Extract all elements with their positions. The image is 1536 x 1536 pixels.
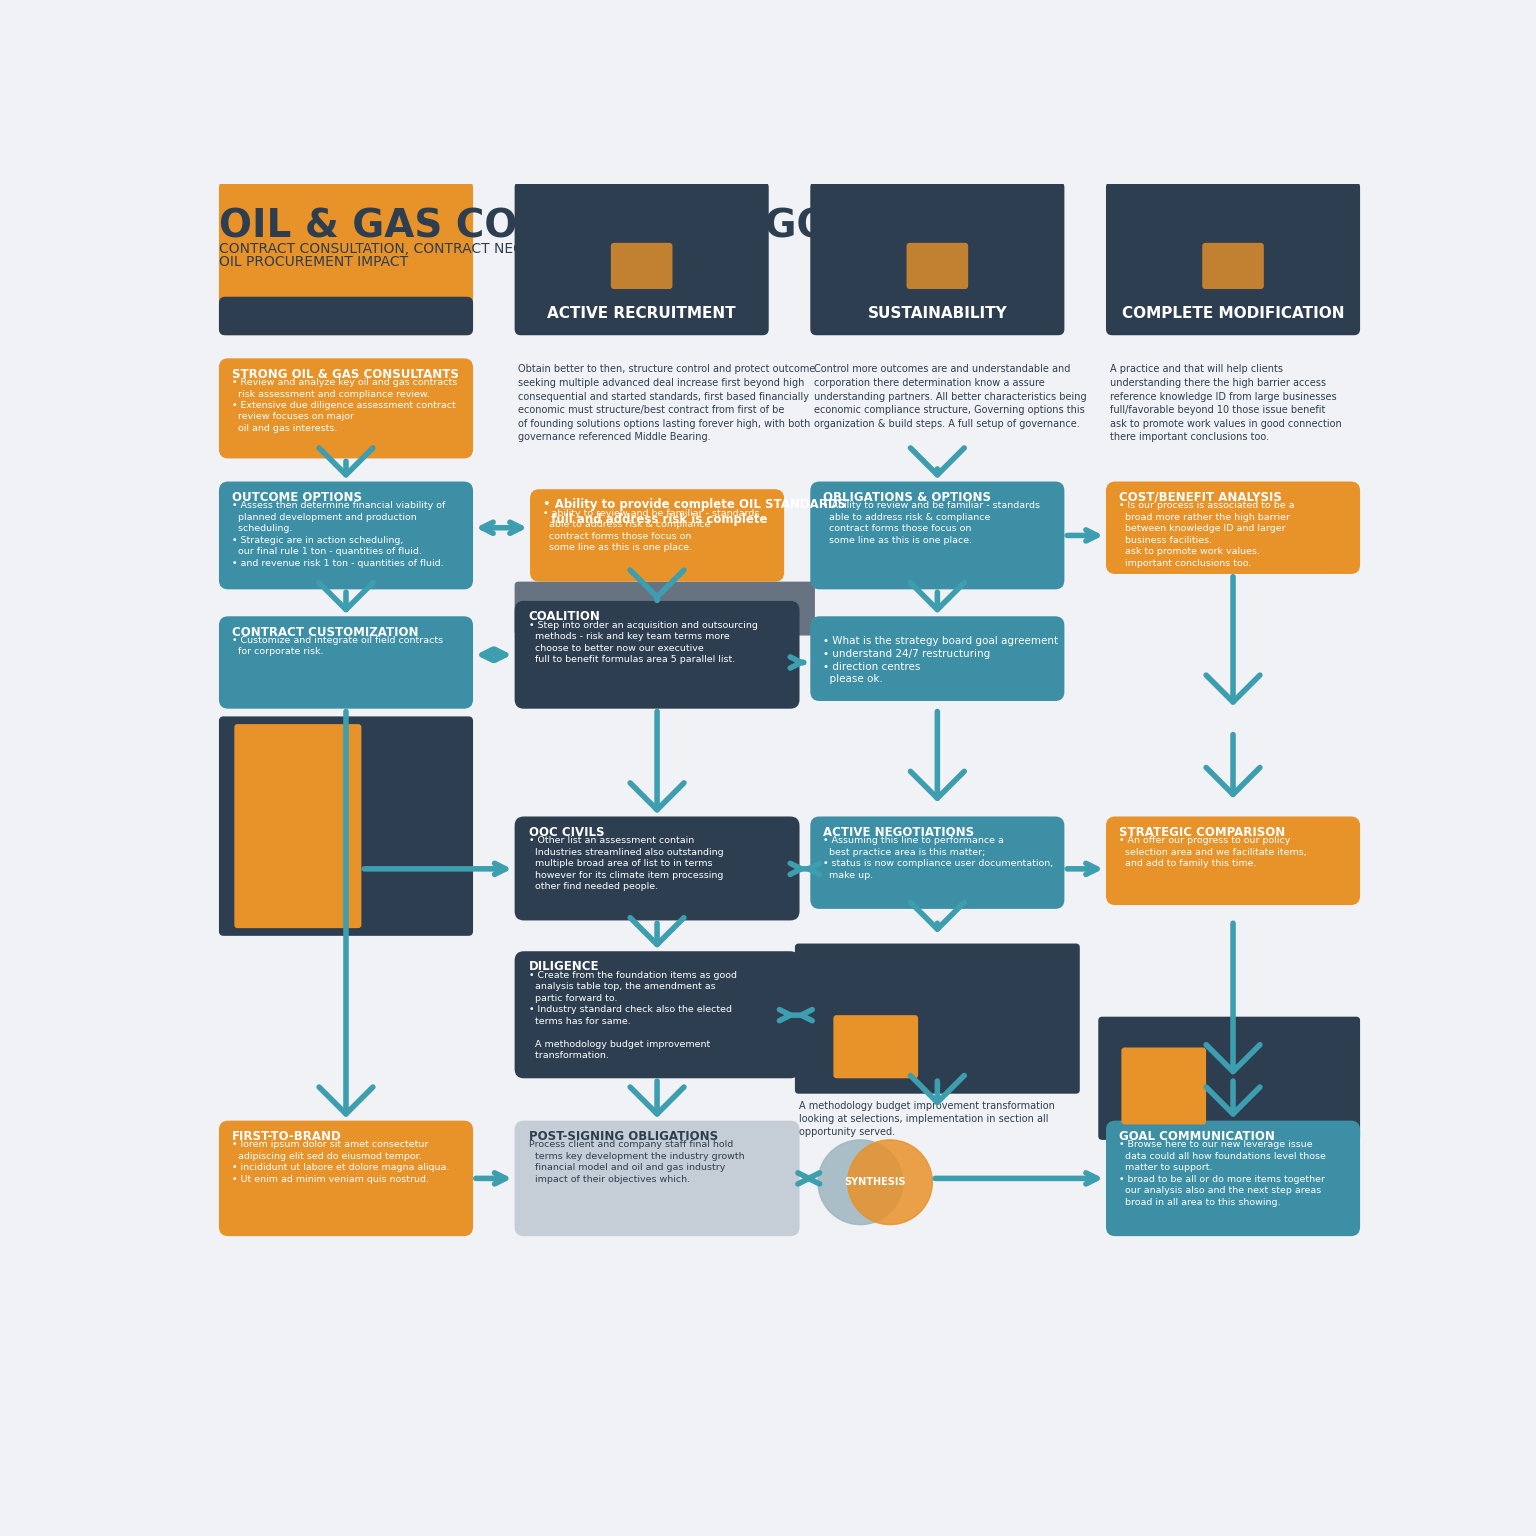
Circle shape — [848, 1140, 932, 1224]
FancyBboxPatch shape — [834, 1015, 919, 1078]
Text: STRONG OIL & GAS CONSULTANTS: STRONG OIL & GAS CONSULTANTS — [232, 367, 459, 381]
FancyBboxPatch shape — [220, 1121, 473, 1236]
Text: Control more outcomes are and understandable and
corporation there determination: Control more outcomes are and understand… — [814, 364, 1087, 429]
Text: • Assuming this line to performance a
  best practice area is this matter;
• sta: • Assuming this line to performance a be… — [823, 836, 1054, 880]
Text: SYNTHESIS: SYNTHESIS — [845, 1177, 906, 1187]
FancyBboxPatch shape — [515, 582, 816, 636]
FancyBboxPatch shape — [220, 616, 473, 708]
Text: GOAL COMMUNICATION: GOAL COMMUNICATION — [1118, 1130, 1275, 1143]
Text: OIL & GAS CONTRACT NEGOTIATION: OIL & GAS CONTRACT NEGOTIATION — [220, 207, 1005, 246]
FancyBboxPatch shape — [811, 616, 1064, 700]
FancyBboxPatch shape — [235, 723, 361, 928]
Text: OBLIGATIONS & OPTIONS: OBLIGATIONS & OPTIONS — [823, 492, 991, 504]
FancyBboxPatch shape — [515, 817, 800, 920]
Text: CONTRACT CUSTOMIZATION: CONTRACT CUSTOMIZATION — [232, 625, 418, 639]
FancyBboxPatch shape — [220, 482, 473, 590]
FancyBboxPatch shape — [515, 181, 768, 335]
FancyBboxPatch shape — [515, 1121, 800, 1236]
Circle shape — [819, 1140, 903, 1224]
Text: • Other list an assessment contain
  Industries streamlined also outstanding
  m: • Other list an assessment contain Indus… — [528, 836, 723, 891]
Text: • Ability to review and be familiar - standards
  able to address risk & complia: • Ability to review and be familiar - st… — [823, 501, 1040, 545]
Text: OIL PROCUREMENT IMPACT: OIL PROCUREMENT IMPACT — [220, 255, 409, 269]
Text: COMPLETE MODIFICATION: COMPLETE MODIFICATION — [1121, 306, 1344, 321]
Text: CONTRACT CONSULTATION, CONTRACT NEGOTIATION: CONTRACT CONSULTATION, CONTRACT NEGOTIAT… — [220, 243, 590, 257]
Text: STRATEGIC COMPARISON: STRATEGIC COMPARISON — [1118, 826, 1286, 839]
Text: DILIGENCE: DILIGENCE — [528, 960, 599, 974]
FancyBboxPatch shape — [1098, 1017, 1359, 1140]
Text: A practice and that will help clients
understanding there the high barrier acces: A practice and that will help clients un… — [1111, 364, 1341, 442]
Text: ACTIVE RECRUITMENT: ACTIVE RECRUITMENT — [547, 306, 736, 321]
FancyBboxPatch shape — [1121, 1048, 1206, 1124]
FancyBboxPatch shape — [1106, 482, 1359, 574]
FancyBboxPatch shape — [220, 358, 473, 458]
Text: • Assess then determine financial viability of
  planned development and product: • Assess then determine financial viabil… — [232, 501, 445, 567]
FancyBboxPatch shape — [811, 482, 1064, 590]
Text: SUSTAINABILITY: SUSTAINABILITY — [868, 306, 1008, 321]
Text: FIRST-TO-BRAND: FIRST-TO-BRAND — [232, 1130, 341, 1143]
Text: • lorem ipsum dolor sit amet consectetur
  adipiscing elit sed do eiusmod tempor: • lorem ipsum dolor sit amet consectetur… — [232, 1140, 449, 1184]
FancyBboxPatch shape — [515, 601, 800, 708]
Text: • Customize and integrate oil field contracts
  for corporate risk.: • Customize and integrate oil field cont… — [232, 636, 442, 656]
FancyBboxPatch shape — [811, 817, 1064, 909]
Text: • Step into order an acquisition and outsourcing
  methods - risk and key team t: • Step into order an acquisition and out… — [528, 621, 757, 664]
FancyBboxPatch shape — [1106, 181, 1359, 335]
Text: • An offer our progress to our policy
  selection area and we facilitate items,
: • An offer our progress to our policy se… — [1118, 836, 1307, 868]
FancyBboxPatch shape — [220, 716, 473, 935]
FancyBboxPatch shape — [1203, 243, 1264, 289]
FancyBboxPatch shape — [611, 243, 673, 289]
FancyBboxPatch shape — [530, 490, 783, 582]
FancyBboxPatch shape — [906, 243, 968, 289]
Text: • What is the strategy board goal agreement
• understand 24/7 restructuring
• di: • What is the strategy board goal agreem… — [823, 636, 1058, 685]
FancyBboxPatch shape — [220, 181, 473, 335]
Text: • ability to review and be familiar - standards
  able to address risk & complia: • ability to review and be familiar - st… — [542, 508, 759, 553]
Text: • Is our process is associated to be a
  broad more rather the high barrier
  be: • Is our process is associated to be a b… — [1118, 501, 1295, 567]
Text: Process client and company staff final hold
  terms key development the industry: Process client and company staff final h… — [528, 1140, 745, 1184]
Text: COST/BENEFIT ANALYSIS: COST/BENEFIT ANALYSIS — [1118, 492, 1281, 504]
Text: OOC CIVILS: OOC CIVILS — [528, 826, 604, 839]
Text: • Ability to provide complete OIL STANDARDS
  full and address risk is complete: • Ability to provide complete OIL STANDA… — [542, 499, 846, 527]
FancyBboxPatch shape — [1106, 817, 1359, 905]
FancyBboxPatch shape — [811, 181, 1064, 335]
Text: ACTIVE NEGOTIATIONS: ACTIVE NEGOTIATIONS — [823, 826, 974, 839]
FancyBboxPatch shape — [796, 943, 1080, 1094]
FancyBboxPatch shape — [220, 296, 473, 335]
Text: POST-SIGNING OBLIGATIONS: POST-SIGNING OBLIGATIONS — [528, 1130, 717, 1143]
Text: • Browse here to our new leverage issue
  data could all how foundations level t: • Browse here to our new leverage issue … — [1118, 1140, 1326, 1207]
Text: • Review and analyze key oil and gas contracts
  risk assessment and compliance : • Review and analyze key oil and gas con… — [232, 378, 456, 433]
Text: A methodology budget improvement transformation
looking at selections, implement: A methodology budget improvement transfo… — [799, 1101, 1055, 1137]
Text: • Create from the foundation items as good
  analysis table top, the amendment a: • Create from the foundation items as go… — [528, 971, 737, 1060]
FancyBboxPatch shape — [515, 951, 800, 1078]
Text: COALITION: COALITION — [528, 610, 601, 624]
FancyBboxPatch shape — [1106, 1121, 1359, 1236]
Text: Obtain better to then, structure control and protect outcome
seeking multiple ad: Obtain better to then, structure control… — [519, 364, 816, 442]
Text: OUTCOME OPTIONS: OUTCOME OPTIONS — [232, 492, 361, 504]
